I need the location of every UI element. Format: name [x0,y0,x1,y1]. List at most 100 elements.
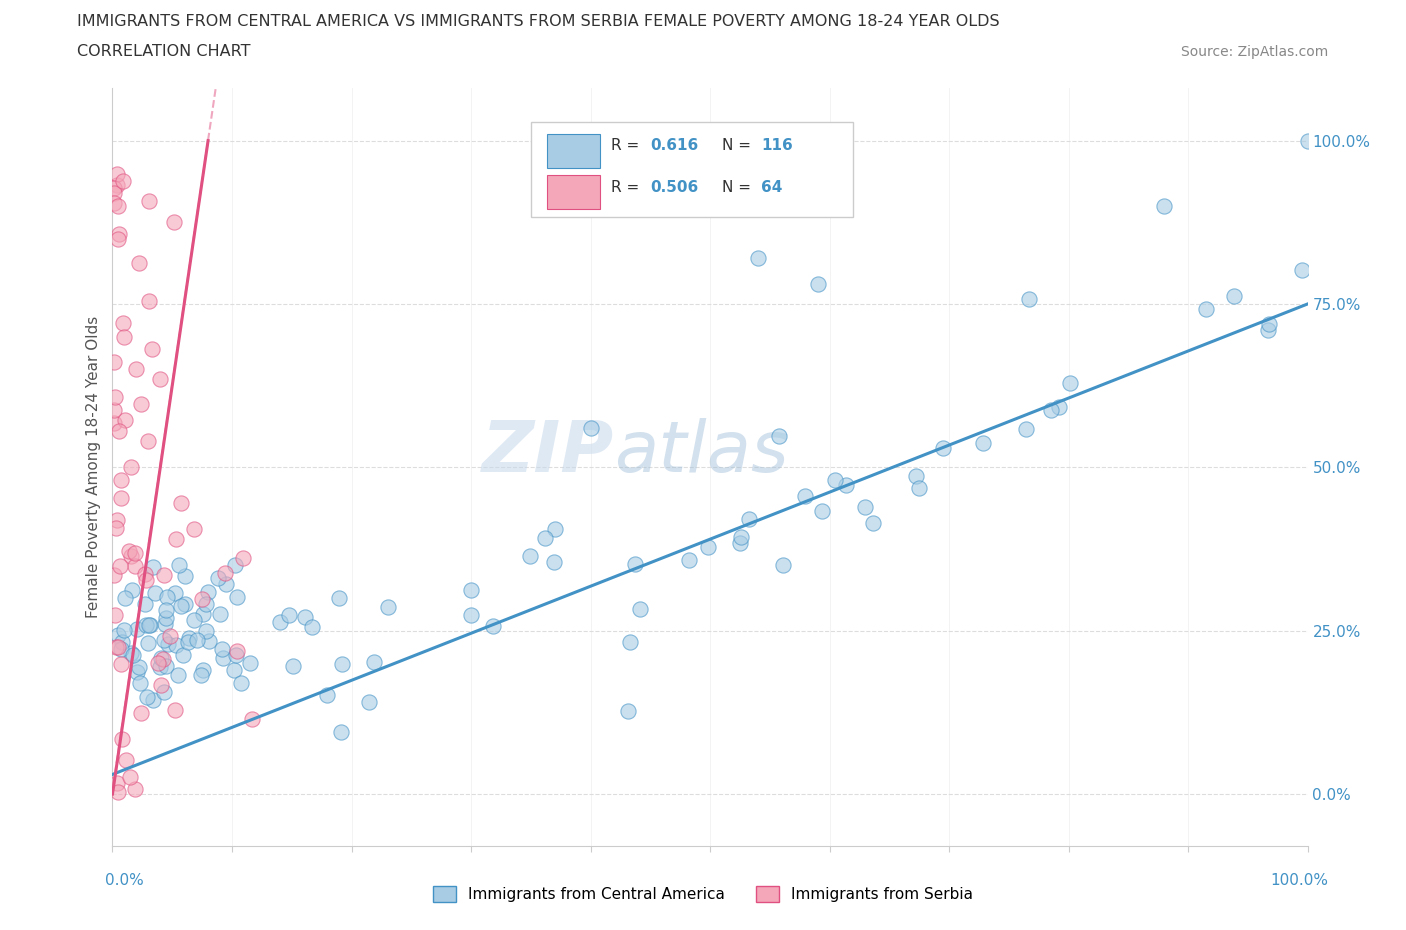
Point [1222,289,1244,304]
Point [377,600,399,615]
Point [153,632,176,647]
Point [129,706,152,721]
Point [207,571,229,586]
Text: IMMIGRANTS FROM CENTRAL AMERICA VS IMMIGRANTS FROM SERBIA FEMALE POVERTY AMONG 1: IMMIGRANTS FROM CENTRAL AMERICA VS IMMIG… [77,14,1000,29]
Point [107,628,129,643]
Point [269,614,291,629]
Text: 64: 64 [762,179,783,194]
Point [166,668,188,683]
Point [111,731,134,746]
Point [172,647,194,662]
Point [1257,316,1279,331]
Point [136,635,159,650]
Point [153,617,176,631]
Text: 116: 116 [762,138,793,153]
Point [1291,262,1313,277]
Point [225,644,247,658]
Point [142,693,165,708]
Point [811,503,834,518]
Point [224,558,246,573]
Point [114,329,135,344]
Point [122,648,145,663]
Point [1153,198,1175,213]
Point [114,591,136,605]
Point [103,185,125,200]
Point [128,256,150,271]
Point [142,559,165,574]
Point [191,663,214,678]
Point [824,472,846,487]
Point [197,585,219,600]
Point [103,416,125,431]
Point [107,198,129,213]
Point [159,629,181,644]
Point [190,591,212,606]
Point [138,293,160,308]
Point [534,530,557,545]
Point [240,711,263,726]
Point [855,499,877,514]
Point [155,658,177,673]
Point [211,642,233,657]
Point [127,665,149,680]
Point [226,590,249,604]
Point [163,215,186,230]
Point [134,566,156,581]
FancyBboxPatch shape [547,134,600,167]
Point [328,591,350,605]
Point [104,521,127,536]
Point [108,423,131,438]
Point [862,515,884,530]
Point [110,642,132,657]
Legend: Immigrants from Central America, Immigrants from Serbia: Immigrants from Central America, Immigra… [427,880,979,909]
Point [363,655,385,670]
Point [104,390,127,405]
Point [195,624,218,639]
Point [232,551,254,565]
Point [972,435,994,450]
Point [103,195,125,210]
Point [177,631,200,645]
Point [215,577,238,591]
Point [544,522,567,537]
Point [124,781,146,796]
Point [1195,301,1218,316]
Point [177,634,200,649]
Point [110,490,132,505]
Point [619,634,641,649]
Point [738,512,761,526]
Point [149,659,172,674]
Point [105,167,128,182]
Point [115,752,138,767]
Text: R =: R = [610,179,644,194]
Point [579,420,602,435]
Point [908,481,931,496]
Point [543,554,565,569]
Text: N =: N = [723,179,756,194]
Point [136,689,159,704]
Point [152,652,174,667]
Point [222,662,245,677]
Point [835,478,858,493]
Point [193,607,215,622]
Point [183,613,205,628]
Point [1015,421,1038,436]
Point [190,668,212,683]
Point [110,472,132,487]
Point [905,469,928,484]
Point [107,639,129,654]
Point [730,536,752,551]
Point [329,724,352,739]
Point [149,678,172,693]
Point [141,341,163,356]
Point [125,362,148,377]
FancyBboxPatch shape [531,123,853,218]
Point [1059,376,1081,391]
Point [167,558,190,573]
Point [110,657,132,671]
Point [1257,323,1279,338]
Point [170,599,193,614]
Point [120,549,142,564]
Point [623,557,645,572]
Point [155,603,177,618]
